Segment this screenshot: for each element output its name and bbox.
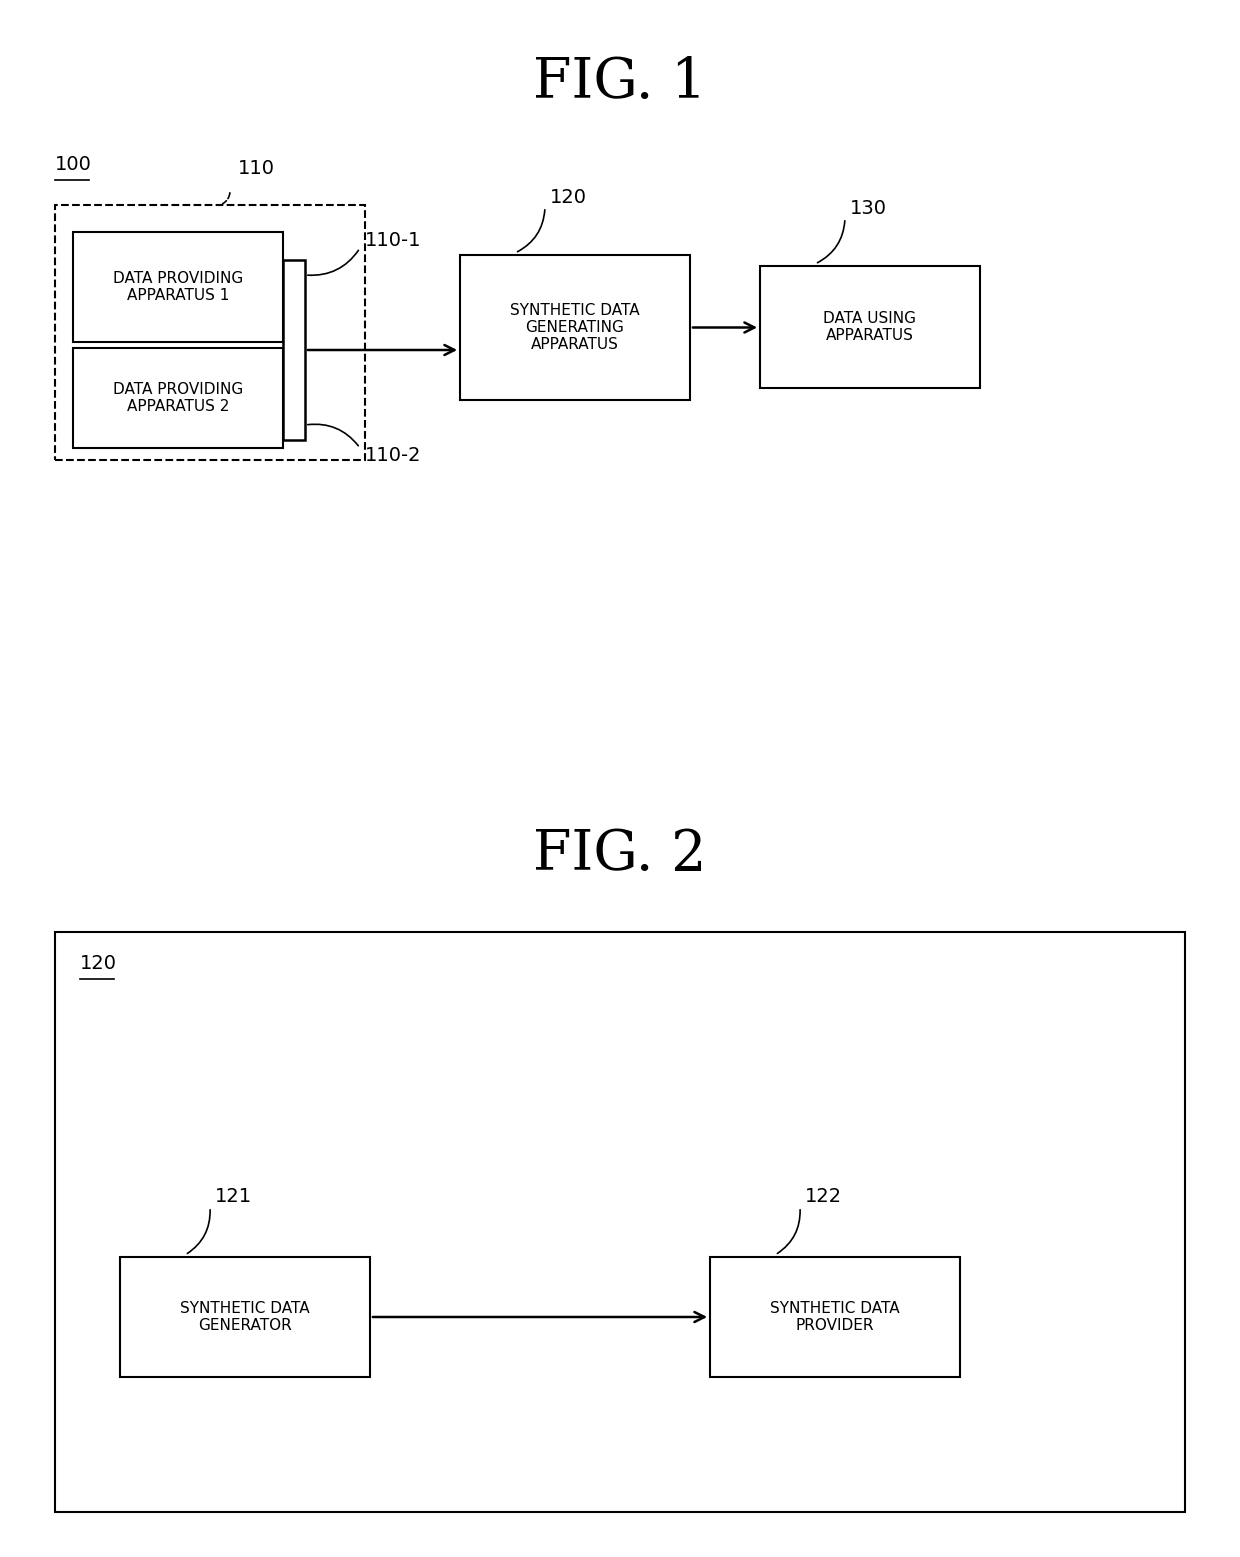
- Bar: [283, 260, 305, 441]
- Text: 122: 122: [805, 1188, 842, 1207]
- Text: SYNTHETIC DATA
GENERATING
APPARATUS: SYNTHETIC DATA GENERATING APPARATUS: [510, 302, 640, 352]
- Bar: [760, 266, 980, 388]
- Text: 121: 121: [215, 1188, 252, 1207]
- Text: DATA USING
APPARATUS: DATA USING APPARATUS: [823, 311, 916, 343]
- Text: 110-2: 110-2: [365, 445, 422, 464]
- Text: 100: 100: [55, 156, 92, 174]
- Bar: [55, 206, 365, 459]
- Text: SYNTHETIC DATA
PROVIDER: SYNTHETIC DATA PROVIDER: [770, 1300, 900, 1333]
- Text: FIG. 2: FIG. 2: [533, 827, 707, 881]
- Text: 110-1: 110-1: [365, 230, 422, 249]
- Text: 130: 130: [849, 198, 887, 218]
- Text: 120: 120: [81, 954, 117, 973]
- Bar: [460, 255, 689, 400]
- Text: DATA PROVIDING
APPARATUS 1: DATA PROVIDING APPARATUS 1: [113, 271, 243, 304]
- Text: 110: 110: [238, 159, 275, 177]
- Bar: [55, 933, 1185, 1512]
- Text: 120: 120: [551, 187, 587, 207]
- Bar: [711, 1256, 960, 1376]
- Text: SYNTHETIC DATA
GENERATOR: SYNTHETIC DATA GENERATOR: [180, 1300, 310, 1333]
- Text: FIG. 1: FIG. 1: [533, 54, 707, 109]
- Text: DATA PROVIDING
APPARATUS 2: DATA PROVIDING APPARATUS 2: [113, 381, 243, 414]
- Bar: [120, 1256, 370, 1376]
- Bar: [73, 349, 283, 448]
- Bar: [73, 232, 283, 343]
